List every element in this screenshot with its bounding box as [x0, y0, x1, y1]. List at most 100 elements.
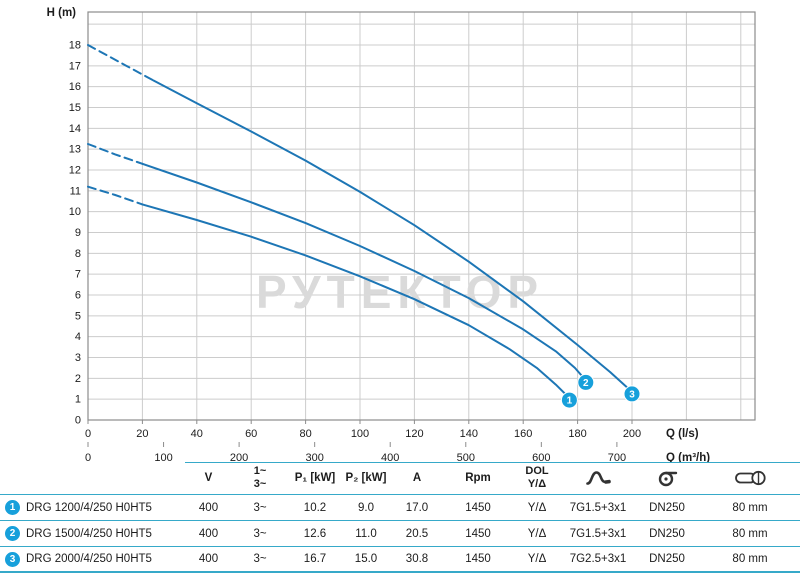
svg-text:180: 180 [568, 428, 586, 440]
rpm-value: 1450 [465, 553, 491, 565]
svg-text:16: 16 [69, 81, 81, 93]
svg-text:5: 5 [75, 310, 81, 322]
model-name: DRG 1200/4/250 H0HT5 [26, 501, 152, 514]
current-value: 20.5 [405, 527, 429, 540]
cable-value: 7G2.5+3x1 [569, 553, 627, 565]
table-header: V 1~ 3~ P₁ [kW] P₂ [kW] A Rpm DOL Y/Δ [0, 462, 800, 495]
svg-text:160: 160 [514, 428, 532, 440]
curve-number-badge: 2 [5, 526, 20, 541]
svg-text:7: 7 [75, 269, 81, 281]
curve-end-marker [577, 373, 595, 391]
phase-1-label: 1~ [253, 464, 267, 477]
svg-text:120: 120 [405, 428, 423, 440]
phase-value: 3~ [253, 527, 267, 540]
pump-performance-chart: РУТЕКТОР 0 1 2 3 4 5 6 7 8 9 10 11 12 13 14 15 16 17 18 H (m… [47, 7, 756, 462]
power-cable-icon [562, 469, 634, 487]
rpm-value: 1450 [465, 501, 491, 514]
svg-text:13: 13 [69, 144, 81, 156]
svg-text:18: 18 [69, 40, 81, 52]
starting-value: Y/Δ [527, 527, 547, 540]
curve-end-marker [623, 385, 641, 403]
col-volute [634, 469, 700, 487]
svg-text:20: 20 [136, 428, 148, 440]
svg-text:200: 200 [623, 428, 641, 440]
model-cell: 2 DRG 1500/4/250 H0HT5 [0, 526, 185, 541]
svg-text:300: 300 [305, 452, 323, 462]
phase-3-label: 3~ [253, 478, 267, 490]
col-p2: P₂ [kW] [345, 472, 387, 484]
dol-label: DOL [525, 464, 549, 477]
current-value: 30.8 [405, 553, 429, 565]
col-rpm: Rpm [465, 472, 491, 484]
star-delta-label: Y/Δ [527, 478, 547, 490]
model-name: DRG 2000/4/250 H0HT5 [26, 553, 152, 565]
svg-text:60: 60 [245, 428, 257, 440]
svg-text:17: 17 [69, 60, 81, 72]
svg-text:2: 2 [75, 373, 81, 385]
svg-text:0: 0 [75, 415, 81, 427]
svg-text:8: 8 [75, 248, 81, 260]
pump-volute-icon [634, 469, 700, 487]
outlet-value: 80 mm [732, 527, 768, 540]
svg-text:1: 1 [75, 394, 81, 406]
col-phase: 1~ 3~ [232, 465, 288, 491]
curve-number-badge: 3 [5, 551, 20, 567]
svg-text:1: 1 [567, 396, 573, 407]
svg-text:600: 600 [532, 452, 550, 462]
svg-text:100: 100 [154, 452, 172, 462]
svg-text:100: 100 [351, 428, 369, 440]
svg-text:0: 0 [85, 452, 91, 462]
svg-text:15: 15 [69, 102, 81, 114]
svg-text:140: 140 [460, 428, 478, 440]
svg-text:2: 2 [583, 378, 589, 389]
svg-text:10: 10 [69, 206, 81, 218]
flange-value: DN250 [649, 501, 685, 514]
current-value: 17.0 [405, 501, 429, 514]
p1-value: 16.7 [303, 553, 327, 565]
pump-spec-table: V 1~ 3~ P₁ [kW] P₂ [kW] A Rpm DOL Y/Δ [0, 462, 800, 573]
svg-text:3: 3 [75, 352, 81, 364]
svg-text:40: 40 [191, 428, 203, 440]
starting-value: Y/Δ [527, 553, 547, 565]
rpm-value: 1450 [465, 527, 491, 540]
cable-value: 7G1.5+3x1 [569, 501, 627, 514]
phase-value: 3~ [253, 553, 267, 565]
curve-end-marker [560, 391, 578, 409]
col-p1: P₁ [kW] [294, 472, 336, 484]
svg-text:9: 9 [75, 227, 81, 239]
svg-text:80: 80 [299, 428, 311, 440]
col-voltage: V [204, 472, 213, 484]
discharge-outlet-icon [700, 469, 800, 487]
model-name: DRG 1500/4/250 H0HT5 [26, 527, 152, 540]
flange-value: DN250 [649, 527, 685, 540]
x-axis-primary-title: Q (l/s) [666, 428, 699, 440]
table-row: 2 DRG 1500/4/250 H0HT5 400 3~ 12.6 11.0 … [0, 521, 800, 547]
p1-value: 10.2 [303, 501, 327, 514]
x-axis-secondary-title: Q (m³/h) [666, 452, 710, 462]
p2-value: 11.0 [355, 527, 377, 540]
flange-value: DN250 [649, 553, 685, 565]
svg-text:200: 200 [230, 452, 248, 462]
cable-value: 7G1.5+3x1 [569, 527, 627, 540]
svg-text:3: 3 [629, 390, 635, 401]
model-cell: 1 DRG 1200/4/250 H0HT5 [0, 500, 185, 515]
svg-text:14: 14 [69, 123, 81, 135]
col-starting: DOL Y/Δ [512, 465, 562, 491]
voltage-value: 400 [198, 553, 219, 565]
voltage-value: 400 [198, 527, 219, 540]
col-current: A [412, 472, 422, 484]
p1-value: 12.6 [303, 527, 327, 540]
p2-value: 9.0 [358, 501, 374, 514]
curve-number-badge: 1 [5, 500, 20, 515]
svg-text:11: 11 [70, 185, 81, 197]
svg-text:12: 12 [69, 165, 81, 177]
svg-text:500: 500 [457, 452, 475, 462]
svg-text:400: 400 [381, 452, 399, 462]
svg-text:4: 4 [75, 331, 81, 343]
outlet-value: 80 mm [732, 501, 768, 514]
starting-value: Y/Δ [527, 501, 547, 514]
voltage-value: 400 [198, 501, 219, 514]
svg-text:700: 700 [608, 452, 626, 462]
